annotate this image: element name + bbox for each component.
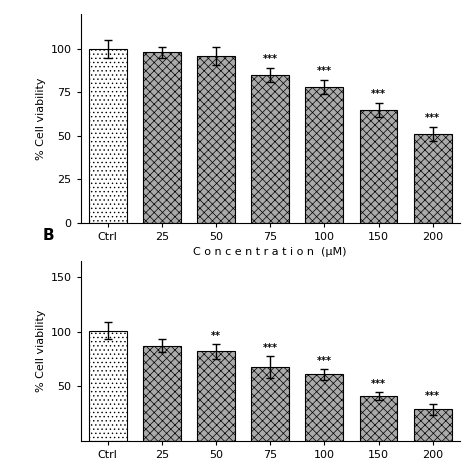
Bar — [197, 56, 235, 223]
Text: ***: *** — [425, 113, 440, 123]
Bar — [251, 75, 289, 223]
Bar — [143, 53, 181, 223]
Bar — [305, 374, 343, 441]
Bar — [360, 396, 398, 441]
Text: ***: *** — [425, 391, 440, 401]
Bar — [414, 134, 452, 223]
Text: **: ** — [211, 331, 221, 341]
X-axis label: C o n c e n t r a t i o n  (µM): C o n c e n t r a t i o n (µM) — [193, 247, 347, 257]
Bar — [360, 110, 398, 223]
Text: ***: *** — [317, 356, 332, 366]
Bar — [251, 366, 289, 441]
Text: ***: *** — [317, 66, 332, 76]
Bar — [305, 87, 343, 223]
Bar — [197, 351, 235, 441]
Text: ***: *** — [371, 89, 386, 99]
Y-axis label: % Cell viability: % Cell viability — [36, 77, 46, 160]
Text: ***: *** — [263, 54, 278, 64]
Text: ***: *** — [371, 379, 386, 389]
Text: ***: *** — [263, 343, 278, 353]
Text: B: B — [43, 228, 55, 243]
Bar — [414, 409, 452, 441]
Bar — [143, 346, 181, 441]
Bar — [89, 330, 127, 441]
Y-axis label: % Cell viability: % Cell viability — [36, 310, 46, 392]
Bar — [89, 49, 127, 223]
